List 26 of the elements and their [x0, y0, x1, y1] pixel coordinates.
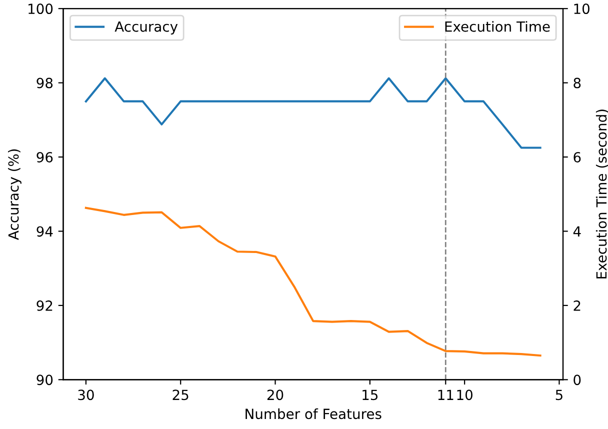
- y2-tick-label: 0: [574, 374, 581, 386]
- y-tick-label: 100: [28, 4, 53, 14]
- x-tick-label: 30: [78, 390, 94, 400]
- y2-tick-label: 6: [574, 152, 581, 162]
- y-tick-label: 94: [36, 226, 53, 237]
- x-tick-label: 5: [556, 390, 562, 400]
- x-tick-label: 10: [457, 390, 472, 400]
- y-tick-label: 96: [36, 152, 53, 162]
- legend-label: Execution Time: [445, 21, 550, 32]
- x-tick-label: 20: [267, 390, 284, 400]
- y-axis-title: Accuracy (%): [8, 149, 22, 240]
- y-tick-label: 92: [36, 300, 52, 311]
- y2-axis-title: Execution Time (second): [596, 110, 608, 278]
- y-tick-label: 90: [36, 374, 53, 386]
- x-tick-label: 25: [172, 390, 188, 400]
- y2-tick-label: 2: [574, 300, 580, 311]
- y2-tick-label: 10: [574, 4, 590, 14]
- line-series: [84, 77, 542, 149]
- y-tick-label: 98: [36, 78, 53, 88]
- x-tick-label: 15: [362, 390, 378, 400]
- y2-tick-label: 8: [574, 78, 581, 88]
- x-axis-title: Number of Features: [246, 408, 382, 420]
- x-tick-label: 11: [438, 390, 454, 400]
- legend-label: Accuracy: [114, 22, 178, 35]
- line-series: [84, 206, 542, 357]
- y2-tick-label: 4: [573, 226, 581, 237]
